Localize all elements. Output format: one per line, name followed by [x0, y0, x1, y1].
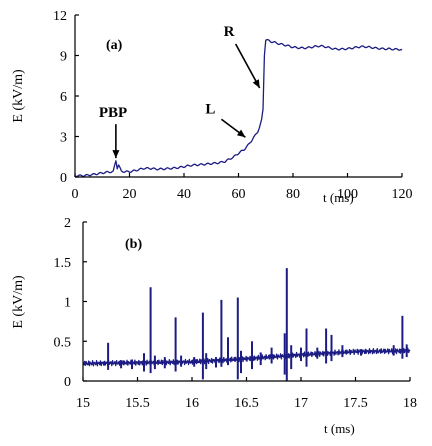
y-tick-label: 9: [60, 50, 67, 65]
x-tick-label: 20: [123, 187, 137, 202]
series-line: [74, 38, 403, 178]
y-tick-labels: 0 3 6 9 12: [53, 9, 67, 186]
x-tick-label: 100: [337, 187, 358, 202]
y-axis-label: E (kV/m): [11, 69, 26, 123]
panel-b: E (kV/m) 00.511.52 15 15.5 16 16.5 17 17.5 18 …: [11, 216, 417, 436]
y-tick-label: 0.5: [54, 335, 72, 350]
x-tick-label: 40: [177, 187, 191, 202]
x-tick-label: 80: [286, 187, 300, 202]
tick-marks: [74, 14, 403, 178]
annotation-label: R: [224, 24, 235, 40]
y-tick-label: 2: [64, 216, 71, 231]
series-trace: [82, 268, 411, 381]
x-tick-label: 17: [294, 396, 308, 411]
y-tick-labels: 0 0.5 1 1.5 2: [54, 216, 72, 390]
baseline-trace: [82, 347, 411, 367]
x-axis-label: t (ms): [324, 421, 355, 436]
arrow-head: [252, 79, 260, 88]
y-tick-label: 1.5: [54, 256, 72, 271]
x-axis-label: t (ms): [323, 190, 354, 205]
x-tick-label: 120: [392, 187, 413, 202]
panel-label: (a): [106, 38, 123, 53]
panel-label: (b): [125, 237, 142, 252]
annotation-label: PBP: [99, 105, 127, 121]
annotation-label: L: [205, 101, 215, 117]
y-tick-label: 12: [53, 9, 67, 24]
x-tick-labels: 0 20 40 60 80 100 120: [72, 187, 413, 202]
annotations: PBP L R: [99, 24, 261, 159]
y-axis-label: E (kV/m): [11, 275, 26, 329]
x-tick-label: 15.5: [125, 396, 150, 411]
x-tick-label: 0: [72, 187, 79, 202]
annotation-arrow: [234, 43, 261, 89]
y-tick-label: 6: [60, 90, 67, 105]
x-tick-label: 17.5: [343, 396, 368, 411]
arrow-head: [112, 150, 120, 159]
x-tick-label: 60: [232, 187, 246, 202]
x-tick-label: 18: [403, 396, 417, 411]
panel-a: E (kV/m) 0 3 6 9 12 0 20 40 60 80 100 120 (a) PBP L…: [11, 9, 413, 205]
x-tick-label: 15: [76, 396, 90, 411]
x-tick-label: 16.5: [234, 396, 259, 411]
y-tick-label: 3: [60, 131, 67, 146]
y-tick-label: 1: [64, 296, 71, 311]
x-tick-label: 16: [185, 396, 199, 411]
y-tick-label: 0: [64, 375, 71, 390]
arrow-head: [236, 129, 246, 138]
x-tick-labels: 15 15.5 16 16.5 17 17.5 18: [76, 396, 417, 411]
y-tick-label: 0: [60, 171, 67, 186]
